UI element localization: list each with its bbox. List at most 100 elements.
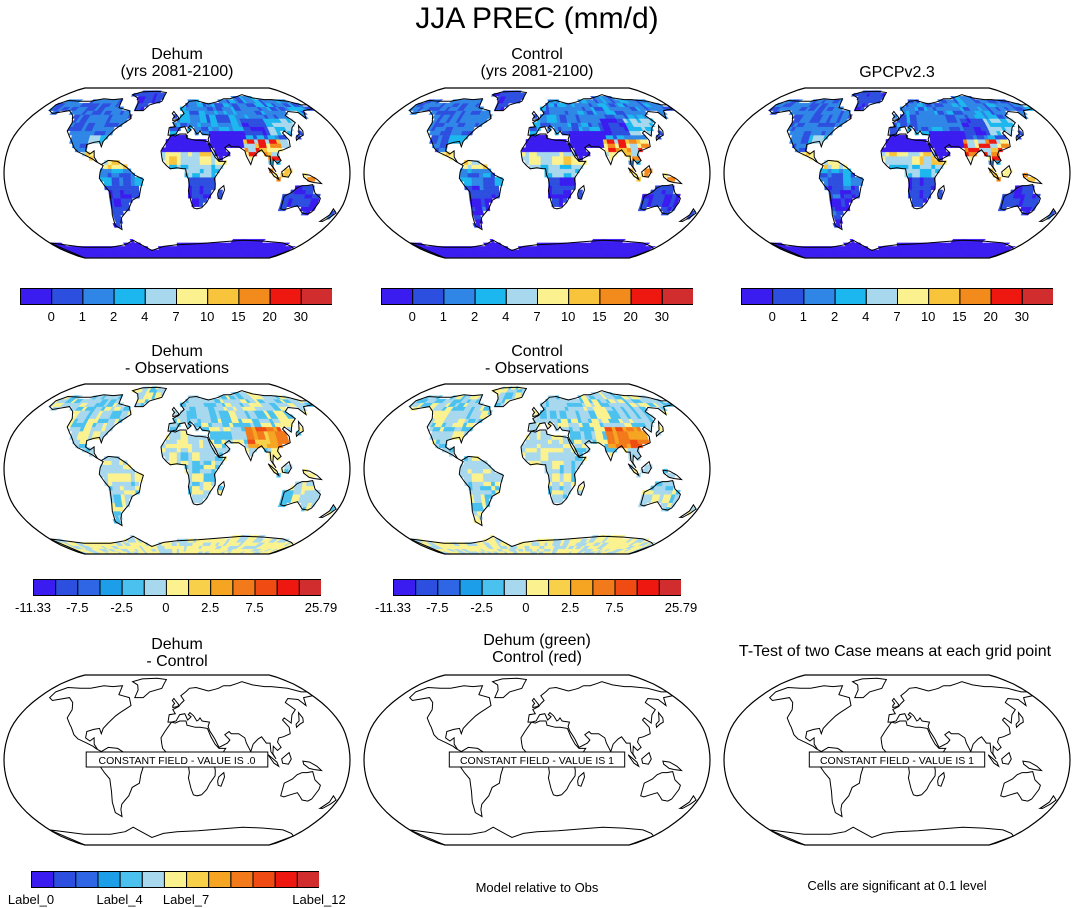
- map-dehum-obs-grid-cell: [165, 451, 170, 457]
- colorbar-control-tick-label: 0: [408, 309, 416, 324]
- map-dehum-obs-grid-cell: [111, 472, 116, 478]
- map-dehum-grid-cell: [203, 172, 209, 178]
- map-control-grid-cell: [544, 143, 549, 148]
- map-obs-grid-cell: [937, 147, 943, 153]
- map-dehum-obs: [3, 383, 351, 555]
- map-dehum-obs-grid-cell: [188, 451, 193, 457]
- map-dehum-obs-grid-cell: [191, 494, 196, 499]
- map-dehum-grid-cell: [134, 189, 140, 195]
- map-dehum-grid-cell: [213, 139, 219, 144]
- map-dehum-grid-cell: [103, 181, 109, 186]
- map-obs-grid-cell: [896, 143, 901, 148]
- map-dehum-grid-cell: [115, 181, 120, 186]
- colorbar-obs-tick-label: 10: [920, 309, 936, 324]
- map-obs-grid-cell: [900, 139, 905, 144]
- map-dehum-grid-cell: [108, 193, 114, 199]
- map-dehum-grid-cell: [199, 185, 204, 191]
- map-dehum-grid-cell: [119, 210, 125, 216]
- map-obs-grid-cell: [919, 185, 924, 191]
- map-dehum-grid-cell: [195, 198, 200, 203]
- map-control-grid-cell: [494, 176, 499, 182]
- map-dehum-obs-grid-cell: [115, 485, 121, 491]
- map-obs-grid-cell: [827, 172, 832, 178]
- map-dehum-obs-grid-cell: [169, 451, 174, 457]
- map-dehum-grid-cell: [191, 155, 197, 161]
- map-obs-grid-cell: [911, 147, 917, 153]
- map-control-grid-cell: [532, 155, 538, 161]
- map-control-grid-cell: [563, 168, 569, 174]
- map-control-grid-cell: [563, 189, 568, 195]
- map-control-grid-cell: [479, 168, 484, 174]
- map-control-grid-cell: [559, 151, 564, 157]
- map-dehum-obs-grid-cell: [180, 451, 185, 457]
- map-obs-grid-cell: [843, 181, 848, 186]
- map-obs-grid-cell: [931, 160, 936, 165]
- map-dehum-coastline-sumatra: [267, 167, 280, 181]
- map-dehum-grid-cell: [195, 160, 201, 165]
- map-dehum-obs-grid-cell: [199, 481, 204, 487]
- map-dehum-obs-grid-cell: [176, 443, 182, 449]
- map-dehum-grid-cell: [184, 151, 189, 157]
- map-control-grid-cell: [547, 147, 553, 153]
- colorbar-control-swatch: [505, 288, 539, 305]
- map-obs-grid-cell: [967, 147, 973, 153]
- map-obs-grid-cell: [892, 151, 898, 157]
- map-dehum-grid-cell: [215, 164, 220, 170]
- map-control-grid-cell: [552, 164, 557, 170]
- map-obs-grid-cell: [933, 143, 939, 148]
- map-dehum-obs-grid-cell: [184, 460, 189, 466]
- map-obs-grid-cell: [842, 176, 848, 182]
- map-dehum-obs-grid-cell: [195, 498, 200, 503]
- map-obs-grid-cell: [903, 122, 908, 127]
- colorbar-obs-tick-label: 4: [862, 309, 870, 324]
- map-control-grid-cell: [555, 185, 561, 191]
- map-dehum-obs-grid-cell: [191, 485, 197, 491]
- map-dehum-grid-cell: [122, 176, 128, 182]
- map-dehum-grid-cell: [176, 151, 182, 157]
- map-dehum-obs-grid-cell: [119, 464, 124, 470]
- map-control-grid-cell: [479, 210, 485, 216]
- map-obs-grid-cell: [854, 189, 860, 195]
- map-control-grid-cell: [494, 181, 500, 186]
- map-dehum-grid-cell: [111, 185, 117, 191]
- map-obs-grid-cell: [851, 189, 856, 195]
- map-dehum-obs-grid-cell: [134, 472, 139, 478]
- map-obs-grid-cell: [835, 176, 840, 182]
- map-control-grid-cell: [563, 176, 568, 182]
- map-control-grid-cell: [555, 202, 560, 207]
- map-dehum-obs-grid-cell: [134, 485, 140, 491]
- map-obs-grid-cell: [839, 168, 844, 174]
- map-obs-grid-cell: [911, 198, 916, 203]
- map-dehum-obs-grid-cell: [203, 481, 208, 487]
- map-dehum-grid-cell: [165, 143, 170, 148]
- map-dehum-obs-grid-cell: [119, 481, 125, 487]
- map-dehum-obs-grid-cell: [172, 447, 178, 453]
- map-control: [363, 87, 711, 259]
- map-dehum-grid-cell: [176, 143, 181, 148]
- map-dehum-grid-cell: [188, 155, 193, 161]
- map-control-grid-cell: [468, 185, 473, 191]
- map-control-grid-cell: [544, 160, 549, 165]
- map-dehum-grid-cell: [207, 155, 212, 161]
- map-control-grid-cell: [536, 246, 540, 250]
- map-dehum-obs-grid-cell: [103, 477, 109, 482]
- colorbar-dehum-tick-label: 0: [47, 309, 55, 324]
- map-dehum-obs-grid-cell: [111, 477, 117, 482]
- map-control-grid-cell: [548, 160, 553, 165]
- map-control-coastline-greenland: [491, 90, 528, 112]
- map-dehum-obs-grid-cell: [172, 551, 176, 554]
- map-control-grid-cell: [471, 176, 476, 182]
- map-dehum-obs-grid-cell: [111, 460, 116, 466]
- map-control-grid-cell: [529, 139, 534, 144]
- colorbar-obs-tick-label: 30: [1014, 309, 1030, 324]
- map-obs-grid-cell: [927, 164, 932, 170]
- map-control-grid-cell: [540, 151, 545, 157]
- map-dehum-grid-cell: [176, 134, 181, 140]
- map-obs-grid-cell: [881, 151, 886, 157]
- map-control-grid-cell: [525, 147, 530, 153]
- map-dehum-obs-grid-cell: [112, 485, 117, 491]
- map-obs-grid-cell: [885, 160, 890, 165]
- map-dehum-grid-cell: [115, 189, 121, 195]
- map-dehum-grid-cell: [122, 168, 128, 174]
- map-dehum-obs-grid-cell: [174, 545, 178, 550]
